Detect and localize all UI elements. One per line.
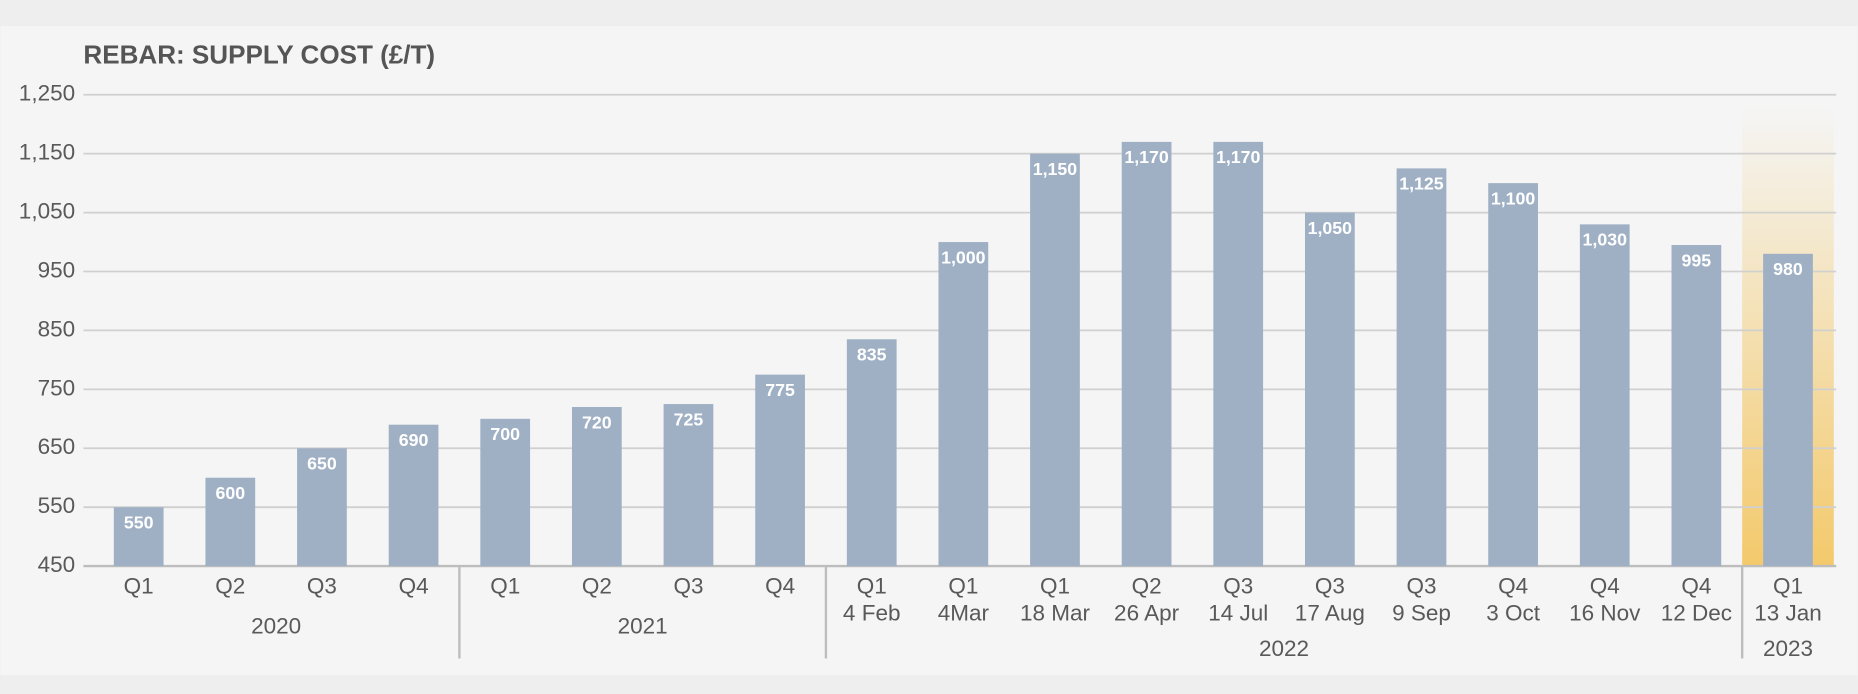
x-tick-label: Q3: [1315, 573, 1345, 598]
x-tick-label: 12 Dec: [1661, 601, 1732, 626]
x-tick-label: 4 Feb: [843, 601, 901, 626]
bar: [1488, 183, 1538, 567]
x-tick-label: 26 Apr: [1114, 601, 1180, 626]
y-tick-label: 1,250: [19, 81, 75, 106]
y-tick-label: 1,150: [19, 140, 75, 165]
value-label: 980: [1773, 259, 1803, 279]
x-tick-label: Q2: [1132, 573, 1162, 598]
bar: [663, 404, 714, 567]
bar: [1579, 224, 1630, 567]
value-label: 1,000: [941, 247, 986, 267]
x-tick-label: Q4: [1681, 573, 1711, 598]
x-tick-label: 14 Jul: [1208, 601, 1268, 626]
x-tick-label: 17 Aug: [1295, 601, 1365, 626]
bar: [571, 407, 622, 567]
value-label: 995: [1682, 250, 1712, 270]
x-tick-label: Q1: [124, 573, 154, 598]
x-tick-label: Q2: [582, 573, 612, 598]
group-label: 2022: [1259, 636, 1309, 661]
value-label: 1,125: [1399, 174, 1444, 194]
x-tick-label: Q1: [857, 573, 887, 598]
bar: [297, 448, 347, 567]
value-label: 550: [124, 512, 154, 532]
y-tick-label: 950: [38, 257, 76, 282]
value-label: 1,100: [1491, 188, 1536, 208]
x-tick-label: Q3: [307, 573, 337, 598]
bar: [1396, 168, 1447, 567]
x-tick-label: Q4: [765, 573, 795, 598]
x-tick-label: 4Mar: [938, 601, 990, 626]
bar: [480, 418, 531, 567]
bar: [1213, 141, 1264, 567]
bar: [388, 424, 439, 567]
bar: [1121, 141, 1172, 567]
value-label: 600: [216, 483, 246, 503]
group-label: 2021: [618, 614, 668, 639]
value-label: 1,170: [1124, 147, 1169, 167]
value-label: 775: [765, 380, 795, 400]
group-label: 2020: [251, 614, 301, 639]
bar: [755, 374, 805, 567]
value-label: 725: [674, 409, 704, 429]
x-tick-label: Q1: [1040, 573, 1070, 598]
x-tick-label: Q1: [948, 573, 978, 598]
x-tick-label: Q3: [1223, 573, 1253, 598]
x-tick-label: 9 Sep: [1392, 601, 1451, 626]
x-tick-label: Q1: [1773, 573, 1803, 598]
bar: [205, 477, 256, 567]
y-tick-label: 450: [38, 552, 76, 577]
x-tick-label: Q4: [1590, 573, 1620, 598]
bar: [1304, 212, 1355, 567]
x-tick-label: Q2: [215, 573, 245, 598]
x-tick-label: Q1: [490, 573, 520, 598]
y-tick-label: 750: [38, 375, 76, 400]
chart-title: REBAR: SUPPLY COST (£/T): [83, 40, 435, 70]
value-label: 1,150: [1033, 159, 1078, 179]
y-tick-label: 850: [38, 316, 76, 341]
bar: [846, 339, 897, 567]
value-label: 690: [399, 430, 429, 450]
y-tick-label: 550: [38, 493, 76, 518]
group-label: 2023: [1763, 636, 1813, 661]
bar: [1671, 244, 1722, 567]
panel: [0, 26, 1858, 676]
x-tick-label: Q3: [1406, 573, 1436, 598]
value-label: 1,030: [1583, 230, 1628, 250]
value-label: 1,170: [1216, 147, 1261, 167]
bar: [1030, 153, 1080, 567]
bar: [113, 507, 164, 567]
x-tick-label: Q3: [673, 573, 703, 598]
value-label: 700: [490, 424, 520, 444]
y-tick-label: 1,050: [19, 199, 75, 224]
value-label: 720: [582, 412, 612, 432]
value-label: 1,050: [1308, 218, 1353, 238]
value-label: 650: [307, 454, 337, 474]
x-tick-label: Q4: [1498, 573, 1528, 598]
x-tick-label: 13 Jan: [1754, 601, 1822, 626]
value-label: 835: [857, 345, 887, 365]
x-tick-label: 16 Nov: [1569, 601, 1641, 626]
x-tick-label: 3 Oct: [1486, 601, 1541, 626]
x-tick-label: 18 Mar: [1020, 601, 1091, 626]
x-tick-label: Q4: [399, 573, 429, 598]
bar: [1763, 253, 1813, 567]
y-tick-label: 650: [38, 434, 76, 459]
bar: [938, 242, 989, 567]
